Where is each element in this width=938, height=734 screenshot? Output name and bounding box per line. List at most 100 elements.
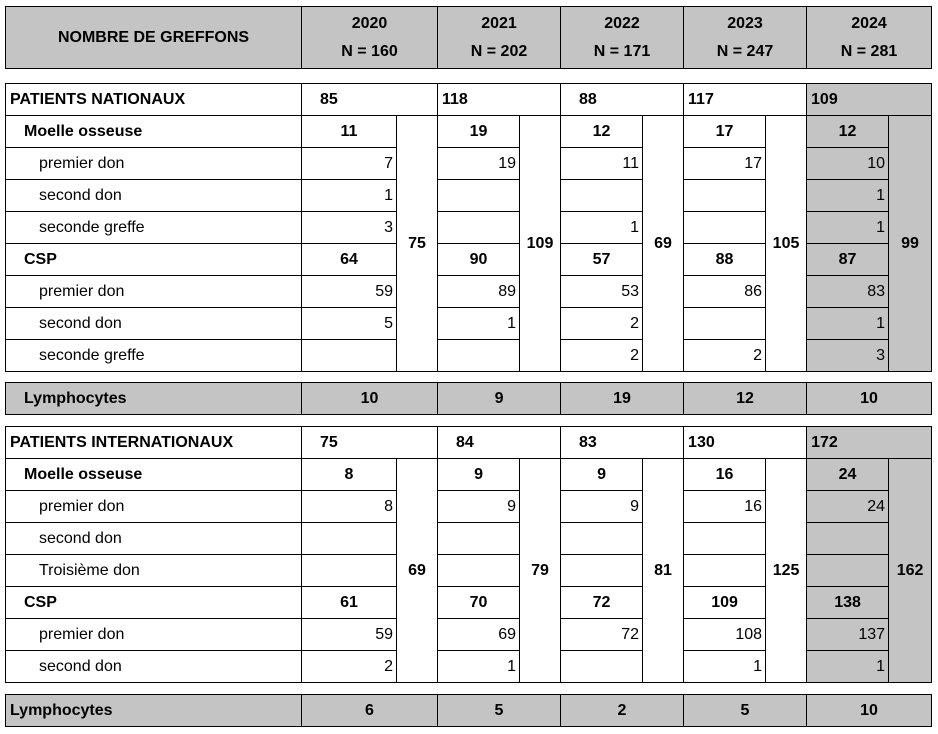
value-cell: 19 [560, 382, 685, 415]
value-cell [806, 554, 890, 587]
value-cell: 2 [301, 650, 397, 683]
value-cell: 11 [301, 115, 397, 148]
value-cell [437, 554, 521, 587]
value-cell: 3 [806, 339, 890, 372]
subtotal-cell: 99 [888, 115, 933, 372]
row-label: second don [5, 179, 302, 212]
value-cell: 2 [560, 694, 684, 727]
value-cell: 108 [683, 618, 767, 651]
total-cell: 75 [300, 426, 439, 459]
row-label: premier don [5, 147, 302, 180]
value-cell: 83 [806, 275, 890, 308]
row-label: premier don [5, 618, 302, 651]
row-label: Troisième don [5, 554, 302, 587]
row-label: seconde greffe [5, 211, 302, 244]
value-cell: 7 [301, 147, 397, 180]
value-cell [437, 339, 521, 372]
value-cell: 1 [806, 650, 890, 683]
table-row: premier don 59 89 53 86 83 [5, 275, 932, 308]
value-cell: 64 [301, 243, 397, 276]
value-cell: 8 [301, 458, 397, 491]
total-cell: 117 [683, 83, 808, 116]
table-title: NOMBRE DE GREFFONS [5, 6, 302, 69]
lymphocytes-internationaux-table: Lymphocytes 6 5 2 5 10 [5, 694, 933, 727]
value-cell: 69 [437, 618, 521, 651]
value-cell: 53 [560, 275, 644, 308]
table-row: premier don 59 69 72 108 137 [5, 618, 932, 651]
row-label: CSP [5, 586, 302, 619]
value-cell: 17 [683, 115, 767, 148]
section-title-internationaux: PATIENTS INTERNATIONAUX [5, 426, 302, 459]
value-cell: 9 [437, 490, 521, 523]
value-cell: 137 [806, 618, 890, 651]
value-cell: 9 [560, 490, 644, 523]
value-cell: 10 [300, 382, 439, 415]
table-row: Moelle osseuse 8 69 9 79 9 81 16 125 24 … [5, 458, 933, 683]
value-cell: 8 [301, 490, 397, 523]
value-cell: 3 [301, 211, 397, 244]
value-cell: 12 [560, 115, 644, 148]
year-header-2024: 2024 N = 281 [806, 6, 932, 69]
value-cell: 1 [806, 179, 890, 212]
value-cell: 10 [805, 694, 933, 727]
row-label: second don [5, 522, 302, 555]
table-row: premier don 7 19 11 17 10 [5, 147, 932, 180]
value-cell: 12 [806, 115, 890, 148]
value-cell: 1 [806, 307, 890, 340]
row-label: Moelle osseuse [5, 115, 302, 148]
value-cell: 88 [683, 243, 767, 276]
value-cell [806, 522, 890, 555]
value-cell: 72 [560, 586, 644, 619]
value-cell: 2 [683, 339, 767, 372]
value-cell: 138 [806, 586, 890, 619]
row-label: Lymphocytes [5, 694, 302, 727]
year-header-2021: 2021 N = 202 [437, 6, 561, 69]
value-cell: 89 [437, 275, 521, 308]
value-cell [301, 522, 397, 555]
value-cell: 9 [437, 382, 562, 415]
table-row: Troisième don [5, 554, 932, 587]
row-label: Lymphocytes [5, 382, 302, 415]
value-cell: 1 [560, 211, 644, 244]
value-cell [560, 650, 644, 683]
subtotal-cell: 109 [519, 115, 562, 372]
value-cell: 86 [683, 275, 767, 308]
value-cell: 9 [560, 458, 644, 491]
header-table: NOMBRE DE GREFFONS 2020 N = 160 2021 N = 2… [5, 6, 932, 69]
subtotal-cell: 162 [888, 458, 933, 683]
value-cell: 1 [437, 307, 521, 340]
value-cell [301, 554, 397, 587]
value-cell: 1 [301, 179, 397, 212]
subtotal-cell: 75 [395, 115, 439, 372]
value-cell: 24 [806, 458, 890, 491]
value-cell [683, 211, 767, 244]
total-cell: 84 [437, 426, 562, 459]
subtotal-cell: 81 [642, 458, 685, 683]
value-cell: 90 [437, 243, 521, 276]
value-cell [683, 307, 767, 340]
table-row: Lymphocytes 10 9 19 12 10 [5, 382, 933, 415]
value-cell: 70 [437, 586, 521, 619]
total-cell: 83 [560, 426, 685, 459]
value-cell: 6 [301, 694, 438, 727]
value-cell: 16 [683, 490, 767, 523]
table-row: seconde greffe 2 2 3 [5, 339, 932, 372]
value-cell: 5 [437, 694, 561, 727]
value-cell: 2 [560, 339, 644, 372]
subtotal-cell: 69 [395, 458, 439, 683]
subtotal-cell: 69 [642, 115, 685, 372]
total-cell: 88 [560, 83, 685, 116]
value-cell: 72 [560, 618, 644, 651]
value-cell [560, 179, 644, 212]
value-cell [301, 339, 397, 372]
value-cell: 1 [806, 211, 890, 244]
value-cell: 57 [560, 243, 644, 276]
lymphocytes-nationaux-table: Lymphocytes 10 9 19 12 10 [5, 382, 933, 415]
table-row: seconde greffe 3 1 1 [5, 211, 932, 244]
row-label: second don [5, 307, 302, 340]
value-cell: 19 [437, 147, 521, 180]
value-cell: 1 [683, 650, 767, 683]
value-cell [683, 179, 767, 212]
internationaux-table: PATIENTS INTERNATIONAUX 75 84 83 130 172… [5, 426, 933, 683]
value-cell: 10 [806, 147, 890, 180]
